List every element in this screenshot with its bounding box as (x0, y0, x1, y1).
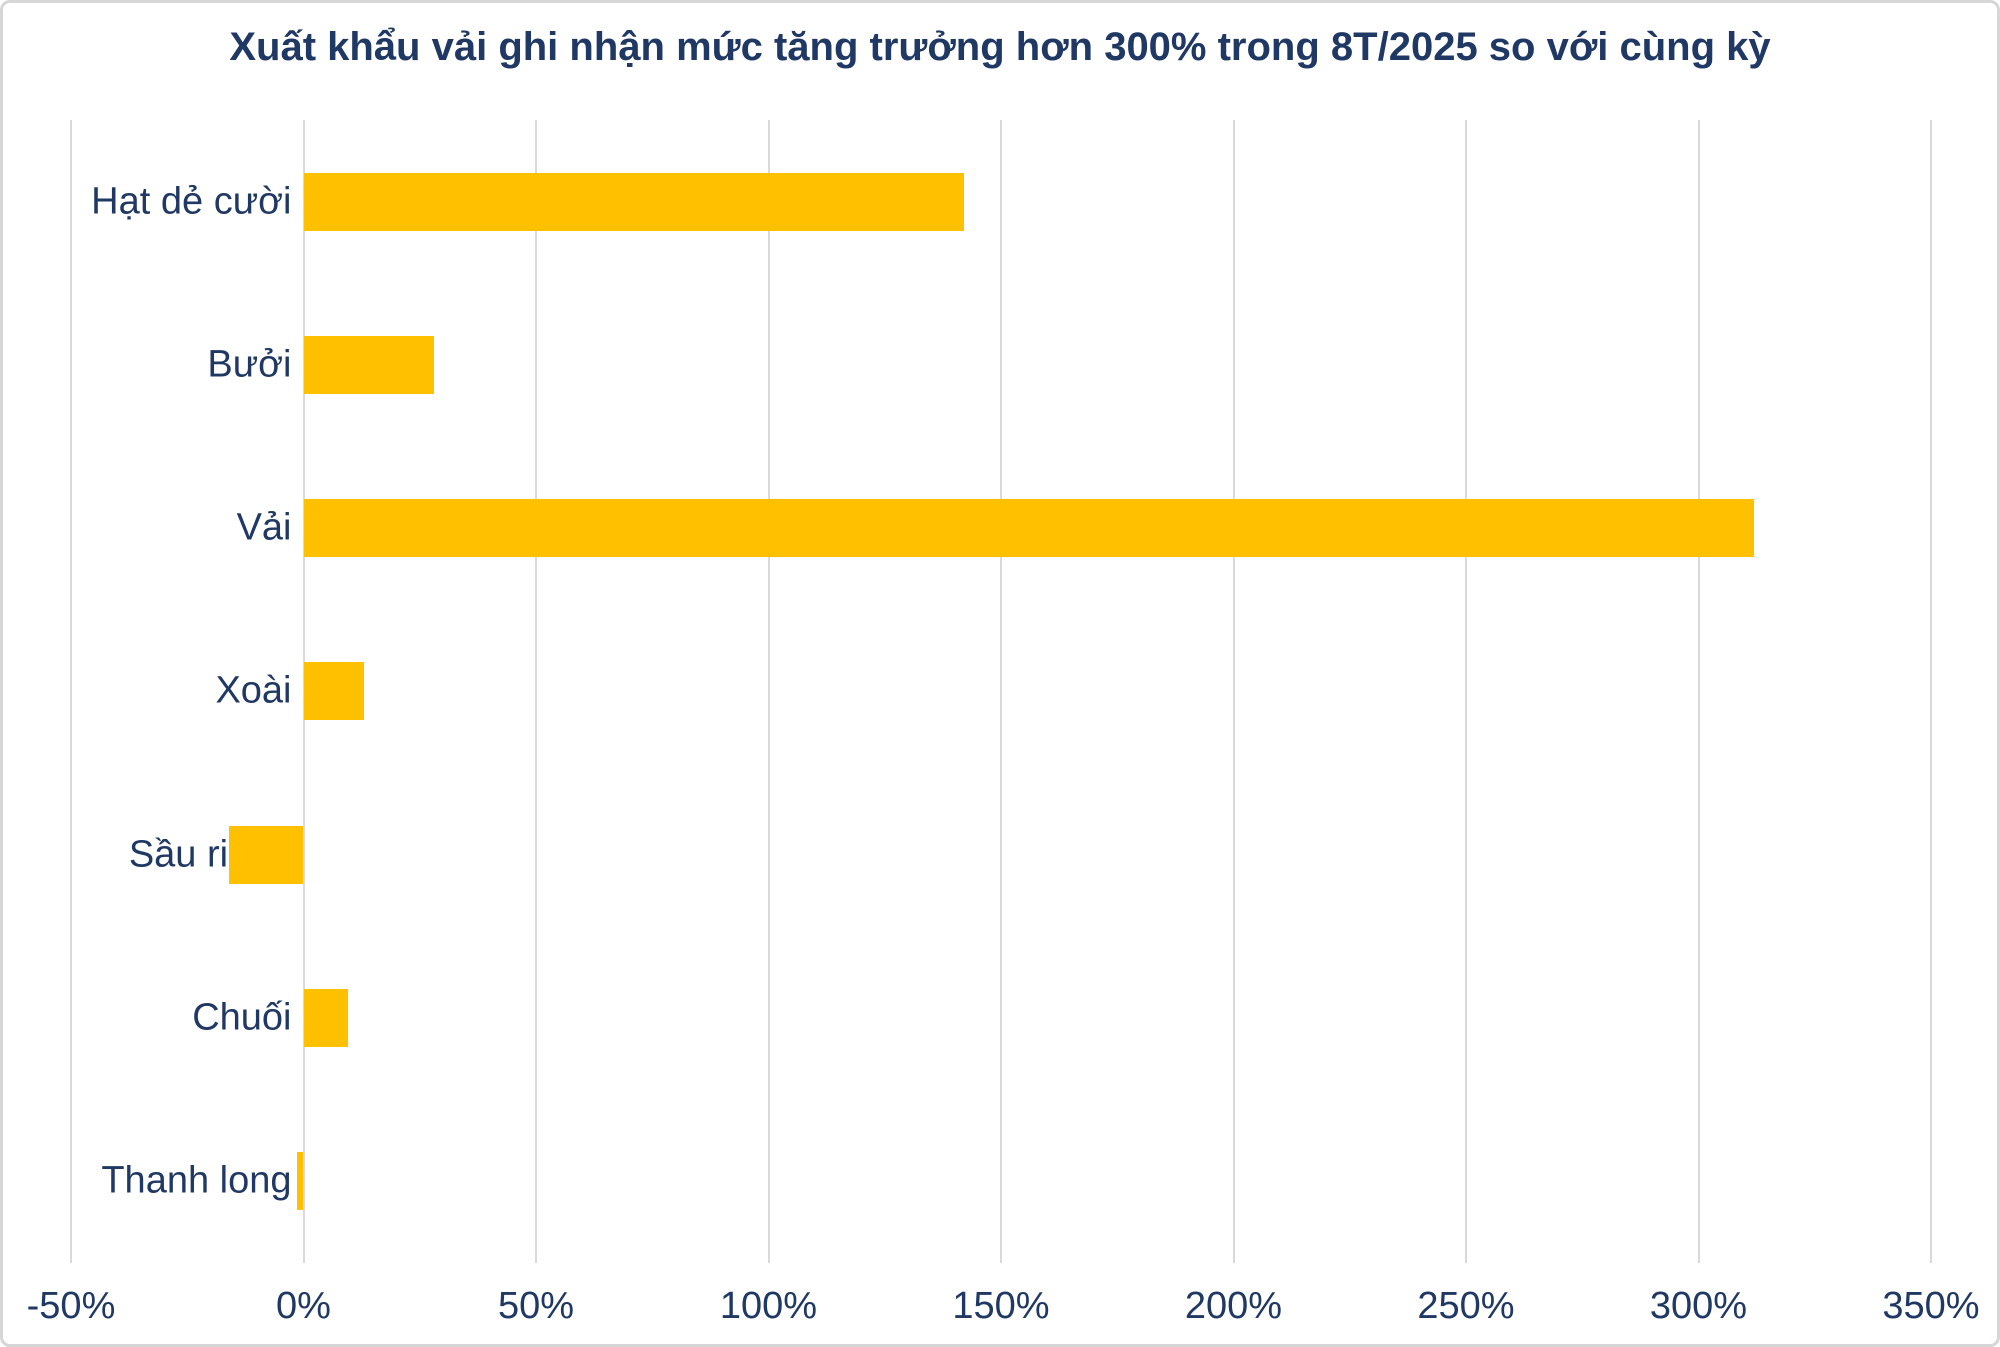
category-label: Xoài (215, 669, 292, 712)
category-label: Thanh long (101, 1159, 292, 1202)
chart-row: Chuối (71, 936, 1931, 1099)
bar-3 (303, 499, 1755, 558)
category-label: Hạt dẻ cười (91, 180, 292, 223)
bar-2 (303, 335, 434, 394)
chart-title: Xuất khẩu vải ghi nhận mức tăng trưởng h… (229, 25, 1771, 69)
gridline-300 (1697, 120, 1700, 1263)
x-tick-label: -50% (26, 1285, 116, 1327)
x-axis: -50% 0% 50% 100% 150% 200% 250% 300% 350% (27, 1285, 1980, 1335)
x-tick-label: 200% (1184, 1285, 1283, 1327)
chart-row: Thanh long (71, 1100, 1931, 1263)
category-label: Bưởi (207, 343, 292, 386)
bar-5 (229, 825, 304, 884)
chart-row: Xoài (71, 610, 1931, 773)
gridline-50 (535, 120, 537, 1263)
x-tick-label: 50% (497, 1285, 575, 1327)
gridline-250 (1465, 120, 1467, 1263)
bar-6 (303, 989, 348, 1048)
x-tick-label: 350% (1882, 1285, 1980, 1327)
chart-row: Bưởi (71, 283, 1931, 446)
x-tick-label: 300% (1649, 1285, 1748, 1327)
chart-row: Vải (71, 447, 1931, 610)
x-tick-label: 100% (719, 1285, 818, 1327)
chart-row: Hạt dẻ cười (71, 120, 1931, 283)
chart-row: Sầu riêng (71, 773, 1931, 936)
x-tick-label: 250% (1417, 1285, 1515, 1327)
gridline-100 (767, 120, 770, 1263)
gridline-350 (1930, 120, 1932, 1263)
gridline-150 (1000, 120, 1002, 1263)
bar-7 (296, 1152, 304, 1211)
gridline--50 (70, 120, 72, 1263)
bar-4 (303, 662, 364, 721)
category-label: Chuối (192, 996, 292, 1039)
plot-area: Hạt dẻ cười Bưởi Vải Xoài Sầu riêng Chuối Than… (70, 120, 1932, 1263)
bar-1 (303, 172, 964, 231)
category-label: Vải (236, 506, 292, 549)
gridline-200 (1232, 120, 1235, 1263)
x-tick-label: 150% (952, 1285, 1050, 1327)
x-tick-label: 0% (276, 1285, 331, 1327)
